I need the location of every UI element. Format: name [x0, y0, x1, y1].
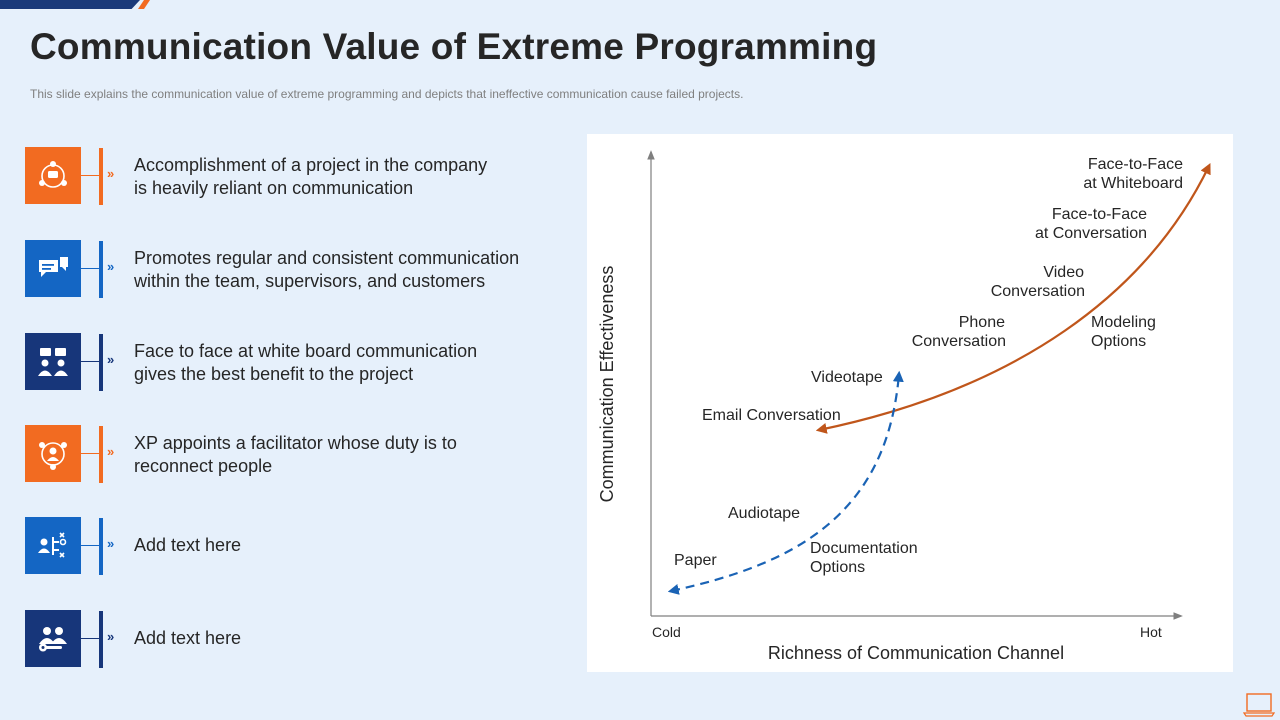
x-axis-label: Richness of Communication Channel: [768, 643, 1064, 663]
accent-bar: [99, 426, 103, 483]
label-video-line-2: Conversation: [991, 283, 1085, 300]
connector-line: [81, 268, 99, 269]
point-text: Promotes regular and consistent communic…: [134, 247, 554, 293]
point-text: XP appoints a facilitator whose duty is …: [134, 432, 554, 478]
x-tick-hot: Hot: [1140, 624, 1162, 640]
support-team-icon: [25, 610, 81, 667]
point-text-line-2: is heavily reliant on communication: [134, 178, 414, 198]
chevron-right-icon: »: [107, 352, 115, 367]
label-video-line-1: Video: [1043, 264, 1084, 281]
series-line-paper-channels: [667, 370, 904, 595]
connector-line: [81, 175, 99, 176]
slide-subtitle: This slide explains the communication va…: [30, 87, 744, 101]
label-documentation-line-1: Documentation: [810, 540, 918, 557]
point-text-line-1: Face to face at white board communicatio…: [134, 341, 478, 361]
point-text-line-2: reconnect people: [134, 456, 273, 476]
point-text: Face to face at white board communicatio…: [134, 340, 554, 386]
connector-line: [81, 361, 99, 362]
point-text: Add text here: [134, 534, 554, 557]
label-modeling-line-2: Options: [1091, 333, 1146, 350]
laptop-icon: [1243, 693, 1275, 717]
point-item-3: » Face to face at white board communicat…: [25, 333, 565, 391]
x-tick-cold: Cold: [652, 624, 681, 640]
team-network-icon: [25, 147, 81, 204]
label-phone-line-1: Phone: [959, 314, 1005, 331]
point-item-5: » Add text here: [25, 517, 565, 575]
label-audiotape: Audiotape: [728, 505, 800, 522]
chevron-right-icon: »: [107, 444, 115, 459]
accent-bar: [99, 518, 103, 575]
chat-bubbles-icon: [25, 240, 81, 297]
point-item-6: » Add text here: [25, 610, 565, 668]
point-text-line-1: Add text here: [134, 535, 242, 555]
chevron-right-icon: »: [107, 629, 115, 644]
communication-effectiveness-chart: Communication Effectiveness Richness of …: [587, 134, 1233, 672]
chevron-right-icon: »: [107, 259, 115, 274]
point-text: Accomplishment of a project in the compa…: [134, 154, 554, 200]
point-text: Add text here: [134, 627, 554, 650]
point-item-4: » XP appoints a facilitator whose duty i…: [25, 425, 565, 483]
corner-accent-stripe: [138, 0, 150, 9]
point-text-line-2: gives the best benefit to the project: [134, 364, 414, 384]
chart-canvas: Communication Effectiveness Richness of …: [597, 150, 1211, 663]
corner-accent-bar: [0, 0, 140, 9]
label-documentation-line-2: Options: [810, 559, 865, 576]
accent-bar: [99, 611, 103, 668]
connector-line: [81, 545, 99, 546]
point-text-line-1: Add text here: [134, 628, 242, 648]
point-text-line-1: Promotes regular and consistent communic…: [134, 248, 520, 268]
slide-title: Communication Value of Extreme Programmi…: [30, 26, 878, 67]
label-email-conversation: Email Conversation: [702, 407, 841, 424]
chevron-right-icon: »: [107, 536, 115, 551]
people-conversation-icon: [25, 333, 81, 390]
user-flow-icon: [25, 517, 81, 574]
label-face-conversation-line-1: Face-to-Face: [1052, 206, 1147, 223]
label-face-whiteboard-line-2: at Whiteboard: [1083, 175, 1183, 192]
label-face-whiteboard-line-1: Face-to-Face: [1088, 156, 1183, 173]
point-text-line-2: within the team, supervisors, and custom…: [134, 271, 486, 291]
accent-bar: [99, 148, 103, 205]
team-meeting-icon: [25, 425, 81, 482]
connector-line: [81, 453, 99, 454]
label-paper: Paper: [674, 552, 717, 569]
accent-bar: [99, 241, 103, 298]
point-text-line-1: Accomplishment of a project in the compa…: [134, 155, 488, 175]
chevron-right-icon: »: [107, 166, 115, 181]
point-item-2: » Promotes regular and consistent commun…: [25, 240, 565, 298]
label-modeling-line-1: Modeling: [1091, 314, 1156, 331]
connector-line: [81, 638, 99, 639]
label-phone-line-2: Conversation: [912, 333, 1006, 350]
label-videotape: Videotape: [811, 369, 883, 386]
point-item-1: » Accomplishment of a project in the com…: [25, 147, 565, 205]
accent-bar: [99, 334, 103, 391]
y-axis-label: Communication Effectiveness: [597, 266, 617, 503]
point-text-line-1: XP appoints a facilitator whose duty is …: [134, 433, 457, 453]
label-face-conversation-line-2: at Conversation: [1035, 225, 1147, 242]
